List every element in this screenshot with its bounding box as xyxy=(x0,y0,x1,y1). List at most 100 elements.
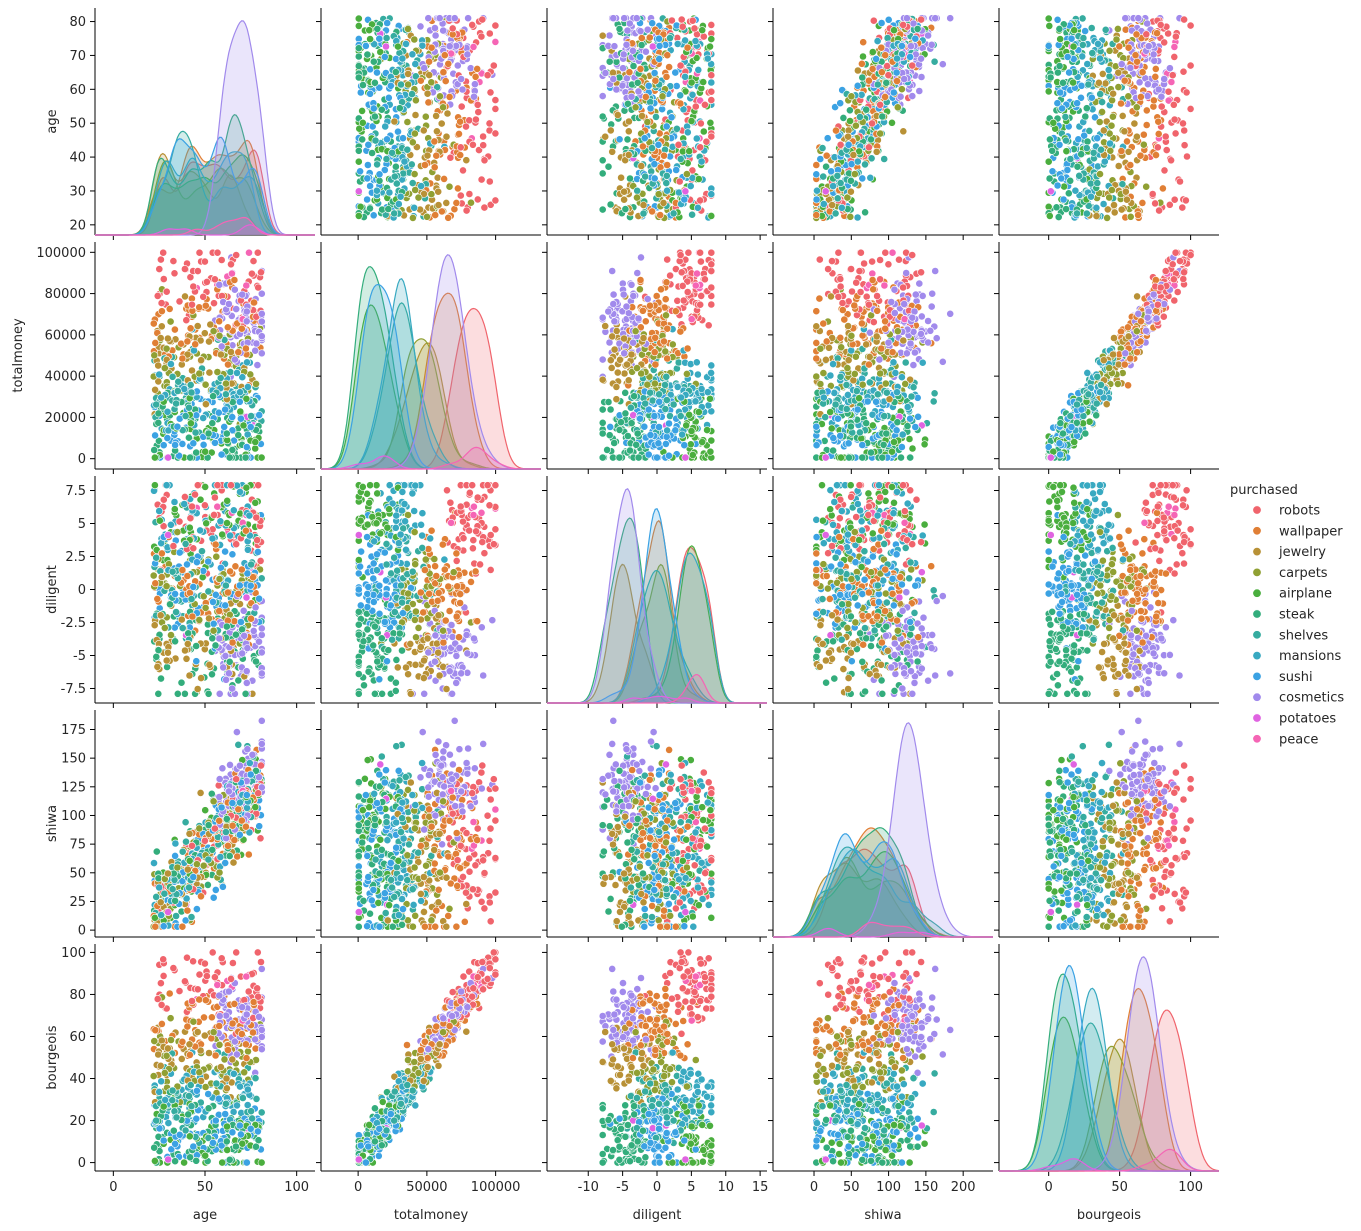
panel-age-vs-diligent xyxy=(542,8,767,240)
y-tick-label: 80000 xyxy=(45,287,86,302)
point-carpets xyxy=(408,138,417,147)
point-wallpaper xyxy=(473,65,482,73)
point-airplane xyxy=(366,35,374,43)
point-peace xyxy=(900,315,909,324)
point-robots xyxy=(663,255,672,264)
point-robots xyxy=(697,291,706,300)
kde-fill-peace xyxy=(95,217,315,235)
point-robots xyxy=(473,195,482,204)
point-robots xyxy=(1153,143,1162,152)
point-steak xyxy=(621,205,630,213)
point-mansions xyxy=(243,358,251,367)
point-cosmetics xyxy=(439,26,448,35)
point-jewelry xyxy=(200,329,209,338)
point-shelves xyxy=(1073,209,1081,218)
point-carpets xyxy=(1132,103,1141,112)
point-shelves xyxy=(929,397,938,406)
point-robots xyxy=(213,248,222,257)
point-wallpaper xyxy=(648,207,656,216)
point-sushi xyxy=(373,68,381,77)
point-mansions xyxy=(394,200,403,208)
point-peace xyxy=(880,281,889,290)
point-wallpaper xyxy=(224,360,232,369)
point-jewelry xyxy=(423,151,432,160)
point-shelves xyxy=(676,155,685,163)
point-airplane xyxy=(354,157,363,166)
point-mansions xyxy=(681,36,689,45)
point-jewelry xyxy=(432,127,441,136)
point-robots xyxy=(868,119,876,128)
point-wallpaper xyxy=(441,77,450,85)
point-shelves xyxy=(247,412,255,420)
point-jewelry xyxy=(442,198,451,207)
point-carpets xyxy=(893,103,902,112)
point-sushi xyxy=(1073,99,1081,108)
point-steak xyxy=(906,453,915,462)
point-jewelry xyxy=(1110,208,1119,217)
point-robots xyxy=(860,259,868,268)
point-sushi xyxy=(1067,34,1076,43)
point-jewelry xyxy=(1110,201,1118,209)
point-steak xyxy=(629,62,638,70)
point-sushi xyxy=(383,135,391,144)
point-shelves xyxy=(852,387,861,395)
point-cosmetics xyxy=(875,355,884,364)
point-robots xyxy=(195,248,204,257)
point-mansions xyxy=(675,188,683,197)
point-shelves xyxy=(1079,34,1088,42)
point-shelves xyxy=(930,57,939,66)
point-peace xyxy=(687,315,696,324)
point-steak xyxy=(1048,146,1057,155)
point-robots xyxy=(1183,152,1191,161)
point-airplane xyxy=(358,118,367,127)
point-sushi xyxy=(363,195,371,204)
point-jewelry xyxy=(623,360,631,369)
point-cosmetics xyxy=(230,285,239,294)
y-tick-label: 40000 xyxy=(45,370,86,385)
point-sushi xyxy=(812,170,821,179)
point-jewelry xyxy=(608,332,617,341)
point-wallpaper xyxy=(201,301,210,310)
point-carpets xyxy=(631,103,640,112)
point-shelves xyxy=(186,380,195,389)
point-robots xyxy=(855,267,864,275)
point-sushi xyxy=(1048,167,1057,176)
point-wallpaper xyxy=(425,57,433,66)
point-wallpaper xyxy=(1137,93,1145,101)
point-sushi xyxy=(640,422,649,431)
point-cosmetics xyxy=(623,26,632,35)
point-sushi xyxy=(650,69,659,77)
point-shelves xyxy=(673,124,681,133)
point-robots xyxy=(448,24,457,33)
point-cosmetics xyxy=(601,69,610,77)
panel-grid: 2030405060708002000040000600008000010000… xyxy=(36,8,1220,1195)
point-cosmetics xyxy=(610,42,619,51)
point-cosmetics xyxy=(620,349,629,358)
point-sushi xyxy=(364,140,373,149)
point-wallpaper xyxy=(456,117,464,126)
point-sushi xyxy=(363,161,372,169)
point-steak xyxy=(395,104,404,113)
point-steak xyxy=(366,204,374,213)
point-steak xyxy=(598,418,607,427)
point-robots xyxy=(257,268,265,277)
point-steak xyxy=(1046,135,1054,144)
point-mansions xyxy=(819,200,828,208)
point-robots xyxy=(899,20,907,29)
point-airplane xyxy=(699,127,708,136)
point-airplane xyxy=(236,407,245,416)
point-sushi xyxy=(646,431,655,439)
point-jewelry xyxy=(205,368,214,377)
point-cosmetics xyxy=(622,40,631,49)
point-carpets xyxy=(1105,193,1114,202)
point-shelves xyxy=(883,34,892,42)
point-jewelry xyxy=(624,127,633,136)
point-jewelry xyxy=(610,345,619,354)
point-robots xyxy=(707,300,716,309)
point-steak xyxy=(626,174,634,183)
point-sushi xyxy=(655,423,663,431)
point-jewelry xyxy=(637,162,646,170)
point-robots xyxy=(707,260,716,269)
point-cosmetics xyxy=(420,64,429,72)
point-robots xyxy=(690,24,699,33)
